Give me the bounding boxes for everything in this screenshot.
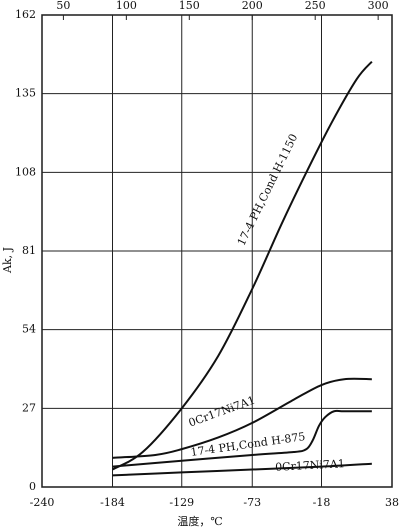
x2-tick-label: 150 [179, 0, 200, 12]
curve-label: 0Cr17Ni7A1 [275, 457, 345, 474]
x2-tick-label: 250 [305, 0, 326, 12]
x2-tick-label: 100 [116, 0, 137, 12]
x2-tick-label: 50 [56, 0, 70, 12]
x2-tick-label: 200 [242, 0, 263, 12]
x-tick-label: -73 [243, 496, 261, 509]
curve [112, 60, 373, 471]
y-tick-label: 108 [15, 165, 36, 178]
y-tick-label: 135 [15, 87, 36, 100]
curve [112, 462, 372, 477]
x-tick-label: -129 [169, 496, 194, 509]
x2-tick-label: 300 [368, 0, 389, 12]
x-axis-title: 温度，℃ [177, 514, 222, 528]
x-tick-label: -184 [100, 496, 125, 509]
y-tick-label: 54 [22, 323, 36, 336]
curve-label: 17-4 PH,Cond H-1150 [235, 132, 300, 248]
curve-label: 0Cr17Ni7A1 [187, 393, 257, 429]
x-tick-label: -240 [30, 496, 55, 509]
curve [112, 377, 372, 459]
y-tick-label: 162 [15, 8, 36, 21]
y-tick-label: 27 [22, 401, 36, 414]
x-tick-label: 38 [385, 496, 399, 509]
x-tick-label: -18 [313, 496, 331, 509]
y-tick-label: 81 [22, 244, 36, 257]
y-axis-title: Ak, J [1, 247, 14, 274]
curve [112, 409, 372, 468]
y-tick-label: 0 [29, 480, 36, 493]
